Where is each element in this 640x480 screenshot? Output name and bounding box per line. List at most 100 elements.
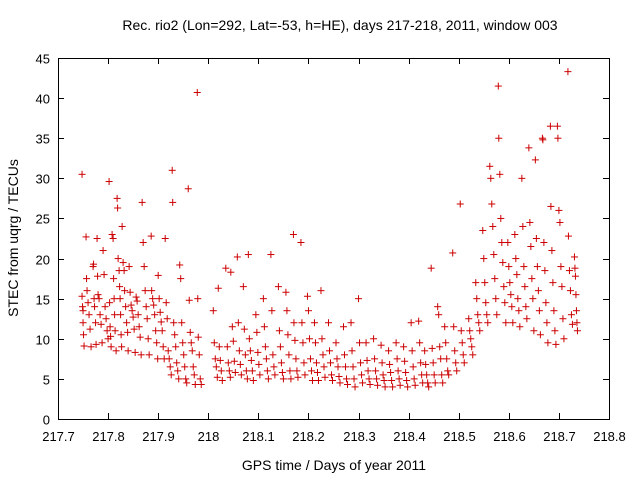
data-point [402, 368, 410, 376]
data-point [105, 178, 113, 186]
data-point [152, 327, 160, 335]
data-point [351, 383, 359, 391]
data-point [403, 376, 411, 384]
data-point [228, 323, 236, 331]
data-point [261, 343, 269, 351]
data-point [259, 295, 267, 303]
data-point [404, 383, 412, 391]
data-point [227, 268, 235, 276]
data-point [550, 307, 558, 315]
data-point [467, 335, 475, 343]
data-point [158, 327, 166, 335]
data-point [163, 315, 171, 323]
data-point [396, 381, 404, 389]
data-point [170, 319, 178, 327]
x-tick-label: 218.2 [292, 429, 325, 444]
data-point [535, 307, 543, 315]
data-point [154, 271, 162, 279]
data-point [147, 232, 155, 240]
data-point [319, 351, 327, 359]
data-point [411, 381, 419, 389]
data-point [144, 335, 152, 343]
data-point [340, 323, 348, 331]
data-point [491, 275, 499, 283]
data-point [149, 295, 157, 303]
data-point [297, 239, 305, 247]
data-point [283, 307, 291, 315]
x-tick-label: 217.8 [92, 429, 125, 444]
data-point [303, 292, 311, 300]
data-point [304, 307, 312, 315]
data-point [306, 355, 314, 363]
data-point [94, 272, 102, 280]
data-point [347, 319, 355, 327]
data-point [269, 351, 277, 359]
data-point [114, 255, 122, 263]
data-point [310, 319, 318, 327]
data-point [567, 311, 575, 319]
data-point [83, 287, 91, 295]
data-point [132, 293, 140, 301]
data-point [301, 371, 309, 379]
data-point [568, 320, 576, 328]
data-point [417, 359, 425, 367]
data-point [254, 348, 262, 356]
data-point [114, 204, 122, 212]
data-point [275, 327, 283, 335]
data-point [551, 327, 559, 335]
data-point [111, 311, 119, 319]
data-point [174, 367, 182, 375]
data-point [248, 367, 256, 375]
data-point [194, 333, 202, 341]
data-point [120, 267, 128, 275]
data-point [525, 144, 533, 152]
data-point [318, 335, 326, 343]
data-point [531, 156, 539, 164]
data-point [90, 260, 98, 268]
data-point [161, 235, 169, 242]
data-point [98, 339, 106, 347]
data-point [223, 343, 231, 351]
data-point [380, 376, 388, 384]
data-point [153, 339, 161, 347]
data-point [430, 371, 438, 379]
x-tick-label: 218.1 [242, 429, 275, 444]
data-point [237, 371, 245, 379]
data-point [519, 222, 527, 230]
data-point [143, 315, 151, 323]
data-point [332, 339, 340, 347]
data-point [262, 355, 270, 363]
data-point [214, 284, 222, 292]
data-point [374, 381, 382, 389]
y-tick-label: 10 [36, 333, 50, 348]
data-point [422, 360, 430, 368]
x-tick-label: 218.5 [443, 429, 476, 444]
data-point [305, 335, 313, 343]
data-point [458, 339, 466, 347]
data-point [139, 239, 147, 247]
data-point [186, 328, 194, 336]
data-point [293, 367, 301, 375]
data-point [312, 359, 320, 367]
data-point [85, 311, 93, 319]
data-point [184, 185, 192, 193]
data-point [518, 174, 526, 182]
data-point [300, 359, 308, 367]
data-point [373, 375, 381, 383]
data-point [487, 174, 495, 182]
data-point [543, 319, 551, 327]
data-point [155, 295, 163, 303]
data-point [452, 359, 460, 367]
data-point [381, 383, 389, 391]
data-point [475, 319, 483, 327]
data-point [131, 348, 139, 356]
y-tick-label: 0 [43, 413, 50, 428]
data-point [123, 319, 131, 327]
data-point [236, 360, 244, 368]
data-point [101, 303, 109, 311]
data-point [110, 295, 118, 303]
data-point [527, 243, 535, 251]
data-point [116, 283, 124, 291]
data-point [282, 288, 290, 296]
data-point [284, 331, 292, 339]
